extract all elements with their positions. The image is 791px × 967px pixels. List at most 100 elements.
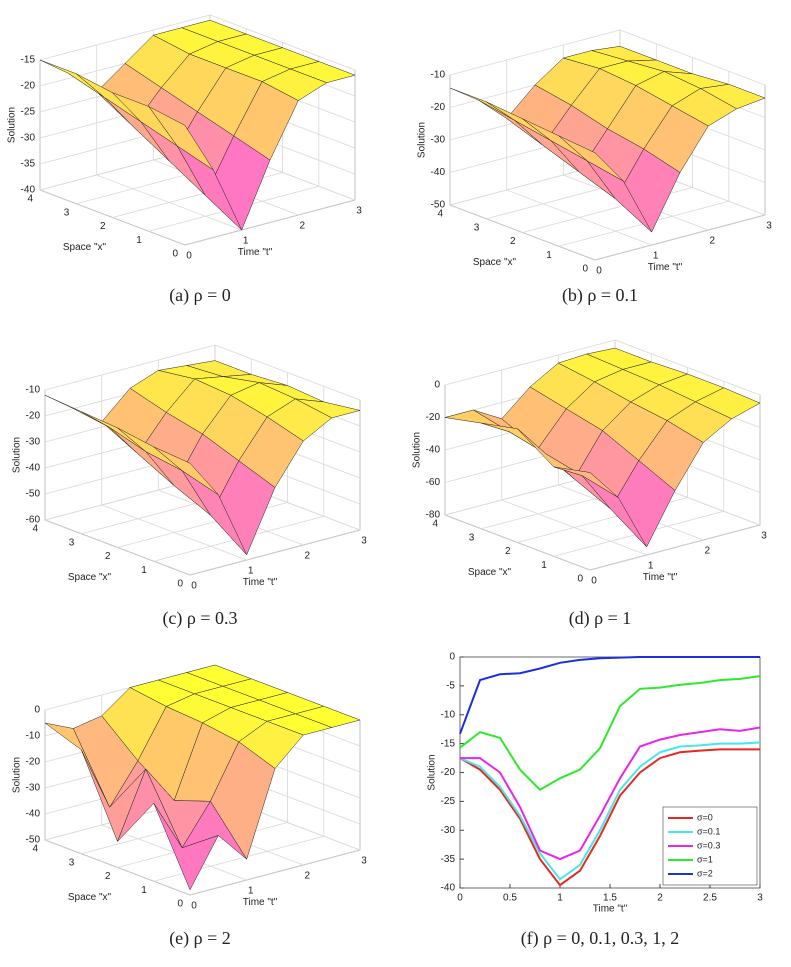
x-tick-label: 4: [27, 194, 33, 205]
z-tick-label: -40: [426, 445, 441, 456]
z-tick-label: -20: [26, 757, 41, 768]
legend-label: σ=0.1: [697, 826, 720, 836]
t-tick-label: 3: [361, 536, 367, 547]
y-tick-label: -10: [441, 709, 456, 720]
x-tick-label: 0: [177, 899, 183, 910]
series-line: [459, 656, 760, 735]
y-tick-label: -5: [446, 681, 455, 692]
x-axis-label: Time "t": [593, 904, 628, 915]
t-tick-label: 3: [356, 206, 362, 217]
z-tick-label: -80: [426, 510, 441, 521]
z-tick-label: -60: [26, 515, 41, 526]
x-tick-label: 4: [32, 524, 38, 535]
z-tick-label: -10: [26, 385, 41, 396]
z-tick-label: -50: [431, 200, 446, 211]
series-line: [459, 741, 761, 881]
x-tick-label: 0: [172, 249, 178, 260]
y-tick-label: -15: [441, 738, 456, 749]
z-tick-label: -35: [21, 159, 36, 170]
caption: (a) ρ = 0: [169, 285, 231, 306]
legend-label: σ=0: [697, 812, 713, 822]
t-tick-label: 1: [248, 566, 254, 577]
x-tick-label: 2.5: [703, 893, 717, 904]
z-tick-label: -30: [26, 783, 41, 794]
t-tick-label: 1: [648, 561, 654, 572]
series-line: [459, 675, 761, 792]
z-tick-label: -20: [426, 412, 441, 423]
t-axis-label: Time "t": [243, 577, 278, 588]
x-axis-label: Space "x": [68, 572, 112, 583]
y-axis-label: Solution: [427, 754, 438, 790]
t-tick-label: 2: [705, 546, 711, 557]
z-tick-label: -20: [431, 102, 446, 113]
x-tick-label: 0.5: [503, 893, 517, 904]
t-axis-label: Time "t": [648, 262, 683, 273]
z-axis-label: Solution: [12, 437, 23, 473]
grid-line: [189, 400, 361, 576]
x-tick-label: 1: [141, 885, 147, 896]
surface-patch: [39, 59, 105, 98]
t-tick-label: 1: [248, 886, 254, 897]
x-axis-label: Space "x": [468, 567, 512, 578]
z-tick-label: -40: [26, 809, 41, 820]
surface-patch: [153, 803, 219, 891]
x-tick-label: 1: [141, 565, 147, 576]
z-tick-label: -30: [431, 135, 446, 146]
legend-box: [662, 806, 758, 886]
t-tick-label: 2: [300, 221, 306, 232]
t-tick-label: 0: [596, 266, 602, 277]
t-tick-label: 2: [305, 871, 311, 882]
z-tick-label: -30: [26, 437, 41, 448]
x-tick-label: 0: [457, 893, 463, 904]
surface-patch: [148, 106, 214, 171]
caption: (e) ρ = 2: [169, 928, 231, 949]
grid-line: [184, 70, 356, 246]
legend-label: σ=0.3: [697, 840, 720, 850]
y-tick-label: 0: [449, 652, 455, 663]
surface-patch: [558, 135, 624, 182]
y-tick-label: -20: [441, 767, 456, 778]
x-tick-label: 2: [105, 871, 111, 882]
x-tick-label: 2: [105, 551, 111, 562]
x-tick-label: 4: [432, 519, 438, 530]
t-axis-label: Time "t": [643, 572, 678, 583]
t-tick-label: 0: [186, 251, 192, 262]
y-tick-label: -40: [441, 883, 456, 894]
x-tick-label: 2: [657, 893, 663, 904]
z-tick-label: -15: [21, 55, 36, 66]
z-tick-label: -20: [21, 81, 36, 92]
surface-patch: [153, 446, 219, 495]
x-tick-label: 1: [136, 235, 142, 246]
z-tick-label: 0: [34, 705, 40, 716]
grid-line: [594, 85, 766, 261]
legend-label: σ=2: [697, 868, 713, 878]
x-tick-label: 0: [177, 579, 183, 590]
x-tick-label: 4: [32, 844, 38, 855]
t-tick-label: 3: [766, 221, 772, 232]
x-tick-label: 2: [510, 236, 516, 247]
x-tick-label: 0: [577, 574, 583, 585]
caption: (b) ρ = 0.1: [562, 285, 638, 306]
y-tick-label: -30: [441, 825, 456, 836]
z-tick-label: -50: [26, 835, 41, 846]
t-tick-label: 1: [653, 251, 659, 262]
z-tick-label: 0: [434, 380, 440, 391]
t-tick-label: 2: [710, 236, 716, 247]
t-tick-label: 3: [761, 531, 767, 542]
surface-patch: [553, 466, 619, 498]
x-tick-label: 3: [469, 532, 475, 543]
t-tick-label: 0: [191, 901, 197, 912]
t-axis-label: Time "t": [238, 247, 273, 258]
z-tick-label: -10: [26, 731, 41, 742]
y-tick-label: -35: [441, 854, 456, 865]
grid-line: [189, 720, 361, 896]
z-tick-label: -10: [431, 70, 446, 81]
x-tick-label: 1: [541, 560, 547, 571]
z-tick-label: -30: [21, 133, 36, 144]
series-line: [459, 748, 760, 887]
t-tick-label: 2: [305, 551, 311, 562]
t-tick-label: 0: [591, 576, 597, 587]
x-tick-label: 3: [69, 537, 75, 548]
